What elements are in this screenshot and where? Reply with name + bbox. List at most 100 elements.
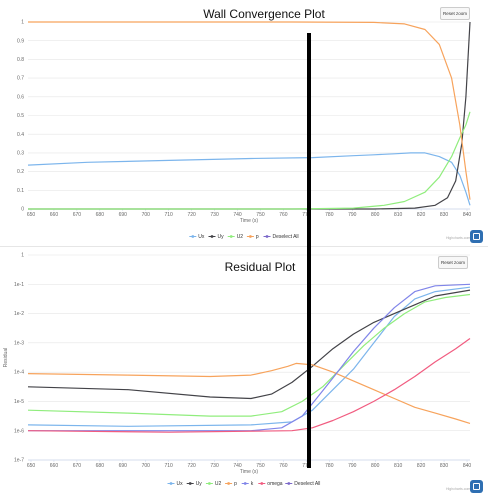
series-line-ux [27, 286, 471, 427]
x-tick-label: 760 [279, 463, 288, 469]
series-line-k [28, 283, 471, 432]
series-line-omega [27, 338, 471, 433]
legend-item-u2[interactable]: U2 [205, 481, 222, 487]
legend-item-k[interactable]: k [241, 481, 254, 487]
x-tick-label: 820 [417, 463, 426, 469]
x-tick-label: 690 [119, 212, 128, 218]
x-tick-label: 810 [394, 463, 403, 469]
legend-marker [287, 482, 291, 485]
legend-item-p[interactable]: p [225, 481, 237, 487]
y-tick-label: 0.4 [17, 132, 24, 138]
chart-title: Wall Convergence Plot [203, 7, 325, 21]
legend-item-deselect-all[interactable]: Deselect All [285, 481, 320, 487]
x-tick-label: 730 [210, 212, 219, 218]
y-tick-label: 1e-4 [14, 370, 24, 376]
y-tick-label: 1e-7 [14, 458, 24, 464]
x-tick-label: 760 [279, 212, 288, 218]
y-tick-label: 1e-6 [14, 428, 24, 434]
x-tick-label: 720 [187, 463, 196, 469]
legend-item-u2[interactable]: U2 [227, 234, 244, 240]
chart-title: Residual Plot [225, 260, 296, 274]
legend-label: Deselect All [294, 481, 320, 487]
legend-marker [265, 235, 269, 238]
x-tick-label: 780 [325, 463, 334, 469]
legend-item-uy[interactable]: Uy [186, 481, 203, 487]
legend-item-deselect-all[interactable]: Deselect All [263, 234, 299, 240]
reset-zoom-button[interactable]: Reset zoom [440, 7, 470, 20]
y-tick-label: 1 [21, 20, 24, 26]
chart-credits: Highcharts.com [446, 487, 471, 491]
legend-marker [243, 482, 247, 485]
reset-zoom-button[interactable]: Reset zoom [438, 256, 468, 269]
x-tick-label: 820 [417, 212, 426, 218]
legend-label: omega [267, 481, 283, 487]
residual-chart: Residual Plot 1e-7 1e-6 1e-5 1e-4 1e-3 1e-2 1e-… [0, 247, 488, 500]
legend-label: Ux [177, 481, 184, 487]
legend-marker [229, 235, 233, 238]
legend-marker [188, 482, 192, 485]
series-line-ux [27, 152, 471, 206]
x-tick-label: 830 [440, 463, 449, 469]
y-tick-label: 0.7 [17, 76, 24, 82]
x-tick-label: 790 [348, 212, 357, 218]
y-tick-label: 1e-3 [14, 340, 24, 346]
x-axis-label: Time (s) [240, 218, 258, 224]
y-tick-label: 0.2 [17, 169, 24, 175]
x-tick-label: 660 [50, 212, 59, 218]
x-tick-label: 680 [96, 212, 105, 218]
x-tick-label: 730 [210, 463, 219, 469]
x-tick-label: 670 [73, 463, 82, 469]
x-tick-label: 670 [73, 212, 82, 218]
legend-marker [227, 482, 231, 485]
vertical-marker-line [307, 33, 311, 468]
x-tick-label: 770 [302, 463, 311, 469]
x-tick-label: 840 [463, 463, 472, 469]
x-tick-label: 830 [440, 212, 449, 218]
legend-item-omega[interactable]: omega [258, 481, 283, 487]
legend-item-uy[interactable]: Uy [208, 234, 225, 240]
x-tick-label: 650 [27, 212, 36, 218]
x-tick-label: 720 [187, 212, 196, 218]
x-tick-label: 800 [371, 463, 380, 469]
legend-marker [169, 482, 173, 485]
y-tick-label: 1e-2 [14, 311, 24, 317]
fullscreen-icon[interactable] [470, 480, 483, 493]
y-tick-label: 1e-5 [14, 399, 24, 405]
wall-convergence-svg: Wall Convergence Plot 0 0.1 0.2 0.3 0.4 0.5 0.6… [17, 7, 472, 240]
y-tick-label: 0.1 [17, 188, 24, 194]
x-tick-label: 740 [233, 212, 242, 218]
residual-svg: Residual Plot 1e-7 1e-6 1e-5 1e-4 1e-3 1e-2 1e-… [3, 253, 472, 487]
y-axis-label: Residual [3, 348, 9, 367]
legend-label: Uy [196, 481, 203, 487]
fullscreen-icon[interactable] [470, 230, 483, 243]
series-line-u2 [27, 293, 471, 417]
x-tick-label: 700 [142, 212, 151, 218]
x-tick-label: 750 [256, 463, 265, 469]
legend-label: U2 [237, 234, 244, 240]
x-tick-label: 690 [119, 463, 128, 469]
legend-label: k [251, 481, 254, 487]
legend-marker [210, 235, 214, 238]
x-tick-label: 790 [348, 463, 357, 469]
x-tick-label: 780 [325, 212, 334, 218]
x-tick-label: 710 [165, 212, 174, 218]
legend-label: U2 [215, 481, 222, 487]
legend-label: Ux [198, 234, 205, 240]
x-tick-label: 840 [463, 212, 472, 218]
legend-item-ux[interactable]: Ux [189, 234, 205, 240]
y-tick-label: 1 [21, 253, 24, 259]
x-tick-label: 660 [50, 463, 59, 469]
legend-item-p[interactable]: p [246, 234, 259, 240]
series-line-uy [27, 289, 471, 400]
legend-marker [249, 235, 252, 238]
legend-item-ux[interactable]: Ux [167, 481, 184, 487]
x-tick-label: 710 [165, 463, 174, 469]
y-tick-label: 0 [21, 207, 24, 213]
legend-marker [260, 482, 264, 485]
series-line-p [27, 362, 471, 424]
x-tick-label: 680 [96, 463, 105, 469]
wall-convergence-chart: Wall Convergence Plot 0 0.1 0.2 0.3 0.4 0.5 0.6… [0, 0, 488, 247]
x-axis-label: Time (s) [240, 469, 258, 475]
series-line-p [28, 21, 471, 200]
series-line-u2 [28, 111, 471, 210]
